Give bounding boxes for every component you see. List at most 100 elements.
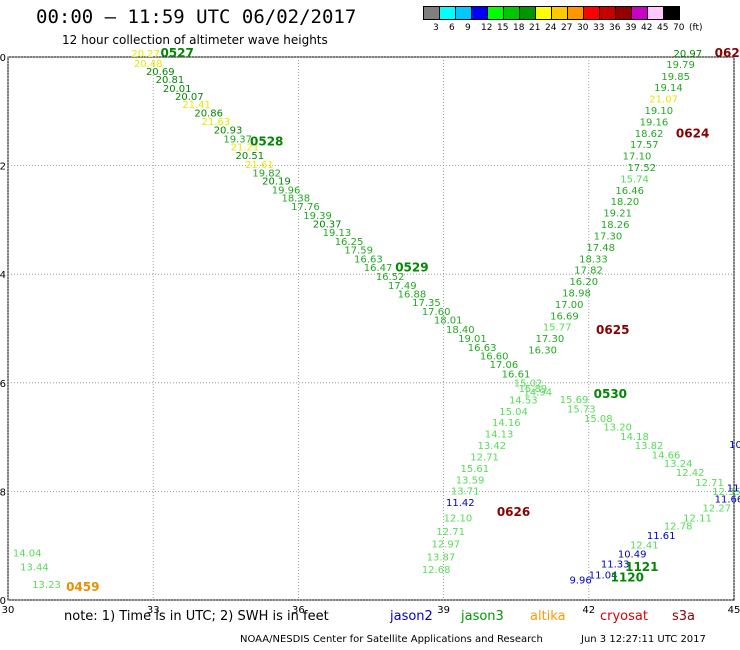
wave-height-value: 16.63 [354, 254, 383, 265]
wave-height-value: 12.71 [695, 478, 724, 489]
wave-height-value: 17.30 [594, 231, 623, 242]
wave-height-value: 15.74 [620, 174, 649, 185]
wave-height-value: 20.27 [131, 49, 160, 60]
wave-height-value: 14.94 [523, 387, 552, 398]
wave-height-value: 20.19 [262, 177, 291, 188]
pass-time-label: 062 [715, 46, 740, 60]
wave-height-value: 19.85 [661, 72, 690, 83]
color-scale-bar [423, 6, 680, 20]
wave-height-value: 19.96 [272, 185, 301, 196]
wave-height-value: 16.47 [364, 263, 393, 274]
wave-height-value: 19.79 [666, 60, 695, 71]
wave-height-value: 20.51 [235, 151, 264, 162]
x-tick-label: 45 [728, 605, 740, 616]
wave-height-value: 11.66 [715, 494, 740, 505]
x-tick-label: 42 [582, 605, 595, 616]
wave-height-value: 17.48 [586, 243, 615, 254]
color-scale-label: 42 [641, 23, 653, 33]
wave-height-value: 11.33 [601, 559, 630, 570]
pass-time-label: 1121 [625, 560, 658, 574]
wave-height-value: 20.48 [134, 59, 163, 70]
wave-height-value: 21.63 [202, 117, 231, 128]
wave-height-value: 12.11 [683, 513, 712, 524]
wave-height-value: 17.06 [490, 360, 519, 371]
wave-height-value: 19.16 [640, 117, 669, 128]
color-scale-label: 70 [673, 23, 685, 33]
color-scale-label: 21 [529, 23, 541, 33]
color-scale-labels: 3 6 9 12 15 18 21 24 27 30 33 36 39 42 45 70 (ft) [423, 23, 740, 35]
wave-height-value: 17.49 [388, 281, 417, 292]
pass-time-label: 0459 [66, 580, 99, 594]
wave-height-value: 19.37 [223, 134, 252, 145]
color-scale-label: 12 [481, 23, 493, 33]
wave-height-value: 13.59 [456, 475, 485, 486]
wave-height-value: 17.52 [628, 163, 657, 174]
wave-height-value: 21.41 [182, 100, 211, 111]
pass-time-label: 1120 [611, 571, 644, 585]
wave-height-value: 21.21 [231, 142, 260, 153]
map-title: 00:00 – 11:59 UTC 06/02/2017 [36, 6, 357, 28]
wave-height-value: 17.35 [412, 298, 441, 309]
wave-height-value: 16.20 [569, 277, 598, 288]
y-tick-label: -58 [0, 487, 6, 498]
wave-height-value: 17.60 [422, 307, 451, 318]
wave-height-value: 15.08 [584, 414, 613, 425]
pass-time-label: 0529 [395, 260, 428, 274]
wave-height-value: 16.69 [550, 311, 579, 322]
color-scale-label: 39 [625, 23, 637, 33]
wave-height-value: 13.44 [20, 563, 49, 574]
pass-time-label: 0625 [596, 323, 629, 337]
footer-timestamp: Jun 3 12:27:11 UTC 2017 [581, 634, 706, 645]
wave-height-value: 20.97 [674, 49, 703, 60]
wave-height-value: 16.25 [335, 237, 364, 248]
wave-height-value: 15.77 [543, 323, 572, 334]
wave-height-value: 16.88 [398, 290, 427, 301]
wave-height-value: 12.27 [703, 503, 732, 514]
wave-height-value: 16.30 [528, 345, 557, 356]
color-scale-cell [663, 6, 680, 20]
wave-height-value: 15.89 [519, 384, 548, 395]
wave-height-value: 17.59 [344, 246, 373, 257]
color-scale-label: 36 [609, 23, 621, 33]
color-scale-label: 6 [449, 23, 455, 33]
wave-height-value: 12.35 [712, 487, 740, 498]
wave-height-value: 20.07 [175, 92, 204, 103]
color-scale-label: 9 [465, 23, 471, 33]
wave-height-value: 14.16 [492, 418, 521, 429]
wave-height-value: 20.69 [146, 67, 175, 78]
wave-height-value: 10.6 [729, 440, 740, 451]
map-subtitle: 12 hour collection of altimeter wave hei… [62, 33, 328, 47]
wave-height-value: 21.07 [649, 95, 678, 106]
color-scale-label: 27 [561, 23, 573, 33]
wave-height-value: 15.04 [499, 407, 528, 418]
wave-height-value: 12.71 [436, 527, 465, 538]
wave-height-value: 20.81 [156, 75, 185, 86]
x-tick-label: 39 [437, 605, 450, 616]
wave-height-value: 18.98 [562, 288, 591, 299]
pass-time-label: 0527 [160, 46, 193, 60]
wave-height-value: 14.66 [652, 450, 681, 461]
wave-height-value: 13.71 [451, 487, 480, 498]
pass-time-label: 0624 [676, 126, 709, 140]
wave-height-value: 15.02 [514, 379, 543, 390]
color-scale-label: 3 [433, 23, 439, 33]
wave-height-value: 14.04 [13, 549, 42, 560]
color-scale-label: 30 [577, 23, 589, 33]
wave-height-value: 13.87 [427, 552, 456, 563]
legend-note: note: 1) Time is in UTC; 2) SWH is in fe… [64, 609, 329, 624]
wave-height-value: 11.42 [446, 498, 475, 509]
footer-agency: NOAA/NESDIS Center for Satellite Applica… [240, 634, 543, 645]
color-scale-label: 18 [513, 23, 525, 33]
wave-height-value: 13.42 [477, 441, 506, 452]
wave-height-value: 18.01 [434, 316, 463, 327]
wave-height-value: 17.30 [536, 334, 565, 345]
legend-s3a: s3a [672, 609, 696, 624]
wave-height-value: 16.46 [615, 186, 644, 197]
color-scale-label: (ft) [689, 23, 703, 33]
wave-height-value: 18.38 [281, 193, 310, 204]
legend-cryosat: cryosat [600, 609, 648, 624]
wave-height-value: 20.93 [214, 126, 243, 137]
color-scale-label: 45 [657, 23, 669, 33]
wave-height-value: 9.96 [569, 576, 591, 587]
